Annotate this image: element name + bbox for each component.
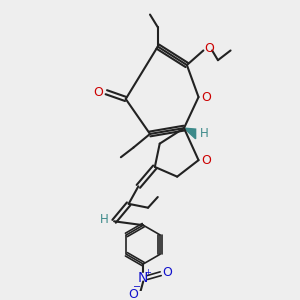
- Text: H: H: [100, 213, 109, 226]
- Text: O: O: [204, 42, 214, 55]
- Text: H: H: [200, 128, 209, 140]
- Text: +: +: [145, 268, 152, 277]
- Text: O: O: [201, 154, 211, 167]
- Text: −: −: [133, 282, 141, 292]
- Text: O: O: [129, 288, 138, 300]
- Text: O: O: [163, 266, 172, 279]
- Polygon shape: [184, 128, 196, 139]
- Text: O: O: [201, 91, 211, 103]
- Text: N: N: [138, 271, 148, 285]
- Text: O: O: [94, 86, 103, 99]
